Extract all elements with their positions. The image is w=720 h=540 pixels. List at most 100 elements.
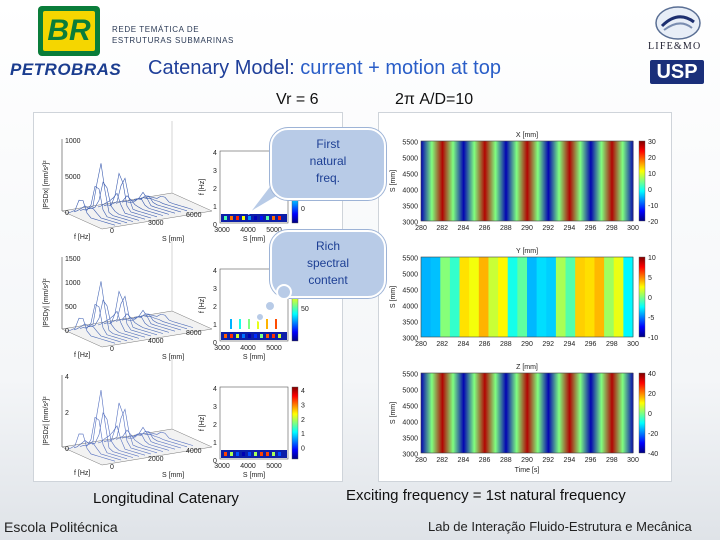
waterfall-spectrum-line — [121, 316, 170, 333]
map-s-axis-label: S [mm] — [243, 472, 265, 479]
displacement-figure-panel: X [mm] S [mm] 5500 5000 4500 4000 3500 3000 280 2… — [378, 112, 672, 482]
map-f-tick: 2 — [213, 422, 217, 429]
waterfall-spectrum-line — [109, 177, 158, 218]
waterfall-spectrum-line — [139, 197, 188, 212]
map-f-tick: 2 — [213, 186, 217, 193]
s-tick-label: 2000 — [148, 456, 164, 463]
waterfall-spectrum-line — [115, 313, 164, 334]
callout-line: content — [308, 273, 348, 287]
waterfall-spectrum-line — [145, 313, 194, 328]
waterfall-spectrum-line — [103, 172, 152, 219]
spectral-map-cell — [254, 452, 257, 456]
spectral-map-cell — [254, 216, 257, 220]
contour-frame — [420, 140, 634, 222]
psd-tick-label: 0 — [65, 446, 69, 453]
map-f-tick: 1 — [213, 204, 217, 211]
contour-ytick: 5000 — [402, 272, 418, 279]
contour-ytick: 3500 — [402, 320, 418, 327]
contour-frame — [420, 256, 634, 338]
colorbar-tick: -20 — [648, 431, 658, 438]
contour-stripe — [459, 257, 470, 337]
contour-xtick: 286 — [479, 225, 491, 232]
contour-colorbar — [638, 140, 646, 222]
contour-ytick: 5500 — [402, 256, 418, 263]
contour-xtick: 296 — [585, 457, 597, 464]
spectral-map-cell — [272, 216, 275, 220]
contour-xtick: 298 — [606, 341, 618, 348]
map-f-tick: 1 — [213, 440, 217, 447]
contour-xtick: 292 — [542, 341, 554, 348]
callout-line: First — [316, 137, 340, 151]
contour-ytick: 3500 — [402, 436, 418, 443]
contour-xtick: 296 — [585, 341, 597, 348]
colorbar-tick: 20 — [648, 391, 656, 398]
s-axis-label: S [mm] — [162, 236, 184, 243]
spectral-map-cell — [242, 334, 245, 338]
map-f-tick: 0 — [213, 458, 217, 465]
colorbar-tick: 40 — [648, 371, 656, 378]
contour-xtick: 290 — [521, 457, 533, 464]
map-f-tick: 4 — [213, 386, 217, 393]
contour-stripe — [555, 257, 567, 337]
map-s-axis-label: S [mm] — [243, 354, 265, 361]
contour-xtick: 280 — [415, 457, 427, 464]
psd-tick-label: 1000 — [65, 138, 81, 145]
spectral-map-cell — [230, 216, 233, 220]
waterfall-spectrum-line — [85, 163, 134, 222]
contour-xtick: 292 — [542, 225, 554, 232]
waterfall-spectrum-line — [91, 412, 140, 457]
first-natural-freq-callout: First natural freq. — [270, 128, 386, 200]
spectral-map-cell — [275, 319, 277, 329]
left-figure-caption: Longitudinal Catenary — [93, 490, 239, 507]
contour-stripe — [611, 141, 634, 221]
colorbar-tick: 0 — [648, 295, 652, 302]
network-name-line2: ESTRUTURAS SUBMARINAS — [112, 36, 234, 45]
map-f-axis-label: f [Hz] — [199, 415, 206, 431]
contour-xtick: 284 — [458, 341, 470, 348]
contour-stripe — [463, 373, 486, 453]
spectral-map-cell — [272, 334, 275, 338]
spectral-map-cell — [236, 216, 239, 220]
contour-ytick: 4500 — [402, 172, 418, 179]
contour-stripe — [548, 373, 570, 453]
waterfall-spectrum-line — [121, 432, 170, 451]
psd-tick-label: 0 — [65, 328, 69, 335]
contour-stripe — [613, 257, 624, 337]
lab-name: Lab de Interação Fluido-Estrutura e Mecâ… — [428, 519, 692, 534]
contour-xtick: 294 — [564, 341, 576, 348]
contour-stripe — [498, 257, 509, 337]
contour-stripe — [590, 141, 613, 221]
waterfall-spectrum-line — [115, 195, 164, 216]
contour-ytick: 5000 — [402, 156, 418, 163]
contour-frame — [420, 372, 634, 454]
psd-tick-label: 0 — [65, 210, 69, 217]
contour-xtick: 280 — [415, 225, 427, 232]
map-f-tick: 3 — [213, 286, 217, 293]
waterfall-spectrum-line — [109, 408, 158, 454]
network-name-line1: REDE TEMÁTICA DE — [112, 25, 200, 34]
contour-xtick: 286 — [479, 457, 491, 464]
spectral-map-cell — [242, 452, 245, 456]
psd-axis-label: |PSDx| [mm/s²]² — [43, 160, 50, 210]
spectral-map-cell — [224, 334, 227, 338]
f-axis-label: f [Hz] — [74, 352, 90, 359]
colorbar-tick: 10 — [648, 171, 656, 178]
contour-stripe — [517, 257, 528, 337]
spectral-map-cell — [254, 334, 257, 338]
contour-ytick: 3000 — [402, 452, 418, 459]
s-axis-label: S [mm] — [162, 354, 184, 361]
waterfall-spectrum-line — [73, 323, 122, 343]
colorbar-tick: 0 — [648, 411, 652, 418]
contour-xtick: 294 — [564, 225, 576, 232]
contour-xtick: 290 — [521, 225, 533, 232]
psd-tick-label: 1000 — [65, 280, 81, 287]
contour-stripe — [536, 257, 547, 337]
map-s-tick: 3000 — [214, 345, 230, 352]
contour-stripe — [527, 141, 549, 221]
waterfall-spectrum-line — [139, 433, 188, 448]
colorbar-tick: 0 — [301, 206, 305, 213]
contour-stripe — [548, 141, 570, 221]
